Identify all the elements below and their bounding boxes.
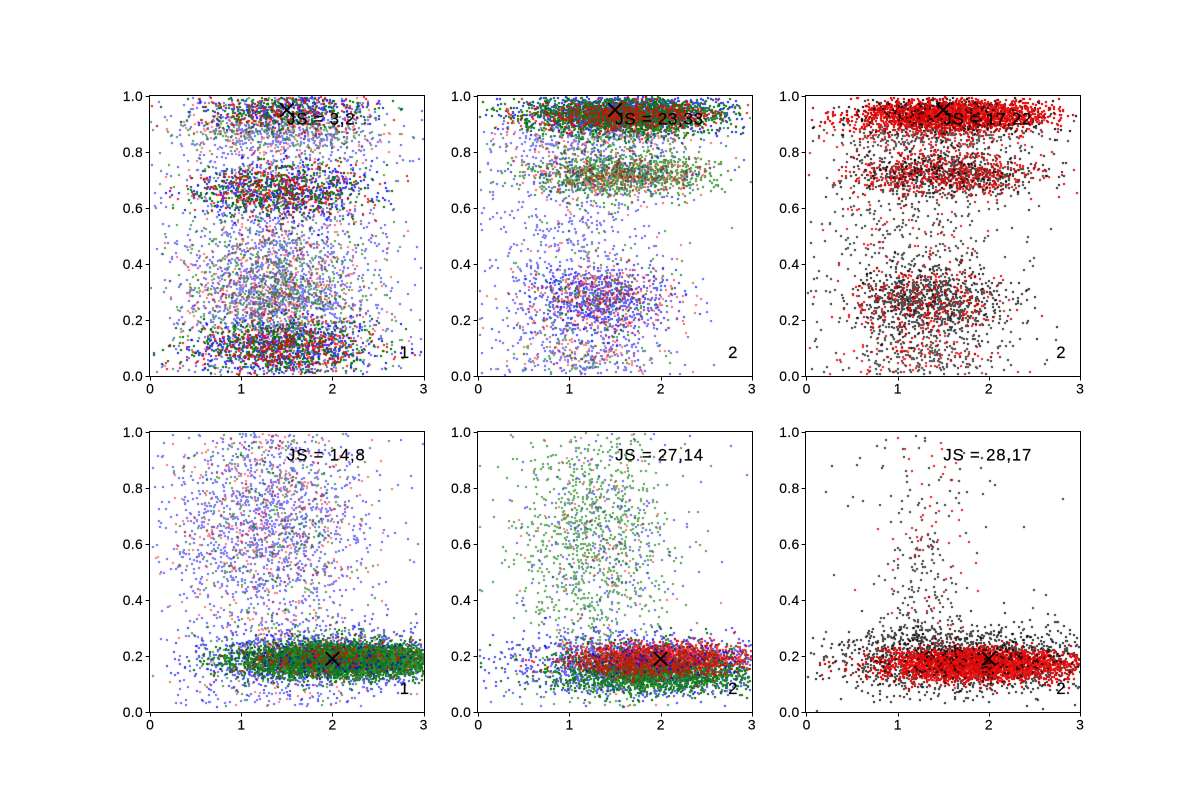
svg-text:1: 1 — [894, 381, 902, 397]
svg-text:JS = 28,17: JS = 28,17 — [943, 446, 1032, 465]
svg-text:1: 1 — [566, 717, 574, 733]
svg-text:2: 2 — [329, 717, 337, 733]
svg-text:1.0: 1.0 — [123, 88, 143, 104]
svg-text:1: 1 — [237, 717, 245, 733]
svg-text:1: 1 — [237, 381, 245, 397]
svg-text:1: 1 — [894, 717, 902, 733]
svg-text:0.0: 0.0 — [123, 704, 143, 720]
svg-text:0: 0 — [803, 381, 811, 397]
svg-text:2: 2 — [728, 679, 737, 698]
svg-text:0.4: 0.4 — [123, 592, 143, 608]
svg-text:0.2: 0.2 — [451, 648, 471, 664]
svg-text:0.0: 0.0 — [123, 368, 143, 384]
svg-text:3: 3 — [1076, 381, 1084, 397]
svg-text:0.2: 0.2 — [779, 312, 799, 328]
svg-text:0.4: 0.4 — [451, 256, 471, 272]
svg-text:1: 1 — [400, 343, 409, 362]
svg-text:3: 3 — [1076, 717, 1084, 733]
svg-text:0.8: 0.8 — [451, 144, 471, 160]
svg-text:2: 2 — [1056, 679, 1065, 698]
svg-text:0.0: 0.0 — [451, 704, 471, 720]
svg-text:1.0: 1.0 — [779, 88, 799, 104]
svg-text:1.0: 1.0 — [123, 424, 143, 440]
svg-text:0.6: 0.6 — [451, 536, 471, 552]
svg-text:2: 2 — [985, 717, 993, 733]
svg-text:1.0: 1.0 — [451, 424, 471, 440]
svg-text:JS = 23,33: JS = 23,33 — [615, 110, 704, 129]
svg-text:0: 0 — [146, 717, 154, 733]
svg-text:0.8: 0.8 — [123, 144, 143, 160]
svg-text:0.8: 0.8 — [451, 480, 471, 496]
svg-text:0: 0 — [803, 717, 811, 733]
svg-text:0: 0 — [146, 381, 154, 397]
svg-text:0.4: 0.4 — [779, 256, 799, 272]
svg-text:0: 0 — [474, 381, 482, 397]
svg-text:2: 2 — [1056, 343, 1065, 362]
svg-text:2: 2 — [985, 381, 993, 397]
svg-text:0.2: 0.2 — [451, 312, 471, 328]
svg-text:0.2: 0.2 — [123, 648, 143, 664]
svg-text:3: 3 — [748, 717, 756, 733]
svg-text:3: 3 — [420, 381, 428, 397]
svg-text:0.6: 0.6 — [451, 200, 471, 216]
svg-text:JS = 17,22: JS = 17,22 — [943, 110, 1032, 129]
svg-text:0.8: 0.8 — [779, 480, 799, 496]
svg-text:3: 3 — [748, 381, 756, 397]
svg-text:1.0: 1.0 — [779, 424, 799, 440]
svg-text:JS = 27,14: JS = 27,14 — [615, 446, 704, 465]
svg-text:1: 1 — [400, 679, 409, 698]
svg-text:0.0: 0.0 — [779, 368, 799, 384]
svg-text:3: 3 — [420, 717, 428, 733]
svg-text:0.0: 0.0 — [451, 368, 471, 384]
svg-text:0.4: 0.4 — [451, 592, 471, 608]
svg-text:JS = 14,8: JS = 14,8 — [287, 446, 366, 465]
svg-text:0.2: 0.2 — [123, 312, 143, 328]
svg-text:0.8: 0.8 — [779, 144, 799, 160]
svg-text:0: 0 — [474, 717, 482, 733]
svg-text:1.0: 1.0 — [451, 88, 471, 104]
svg-text:0.0: 0.0 — [779, 704, 799, 720]
svg-text:0.6: 0.6 — [123, 200, 143, 216]
svg-text:2: 2 — [657, 717, 665, 733]
svg-text:0.6: 0.6 — [779, 200, 799, 216]
svg-text:2: 2 — [329, 381, 337, 397]
svg-text:2: 2 — [657, 381, 665, 397]
svg-text:0.4: 0.4 — [123, 256, 143, 272]
svg-text:0.6: 0.6 — [779, 536, 799, 552]
svg-text:0.8: 0.8 — [123, 480, 143, 496]
svg-text:0.2: 0.2 — [779, 648, 799, 664]
svg-text:1: 1 — [566, 381, 574, 397]
svg-text:0.4: 0.4 — [779, 592, 799, 608]
svg-text:JS = 3,2: JS = 3,2 — [287, 110, 356, 129]
svg-text:2: 2 — [728, 343, 737, 362]
svg-text:0.6: 0.6 — [123, 536, 143, 552]
